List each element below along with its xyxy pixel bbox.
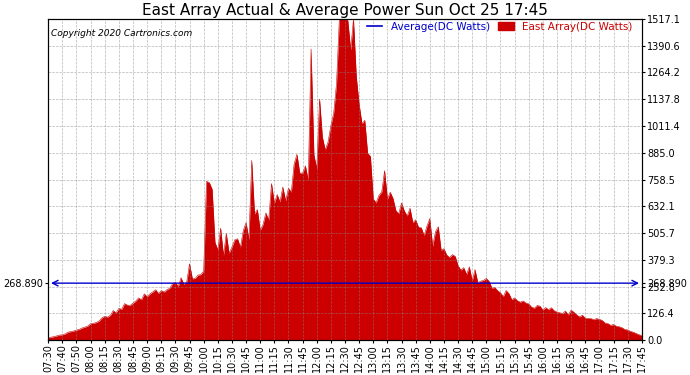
Title: East Array Actual & Average Power Sun Oct 25 17:45: East Array Actual & Average Power Sun Oc… [142,3,548,18]
Legend: Average(DC Watts), East Array(DC Watts): Average(DC Watts), East Array(DC Watts) [362,18,637,36]
Text: Copyright 2020 Cartronics.com: Copyright 2020 Cartronics.com [51,28,193,38]
